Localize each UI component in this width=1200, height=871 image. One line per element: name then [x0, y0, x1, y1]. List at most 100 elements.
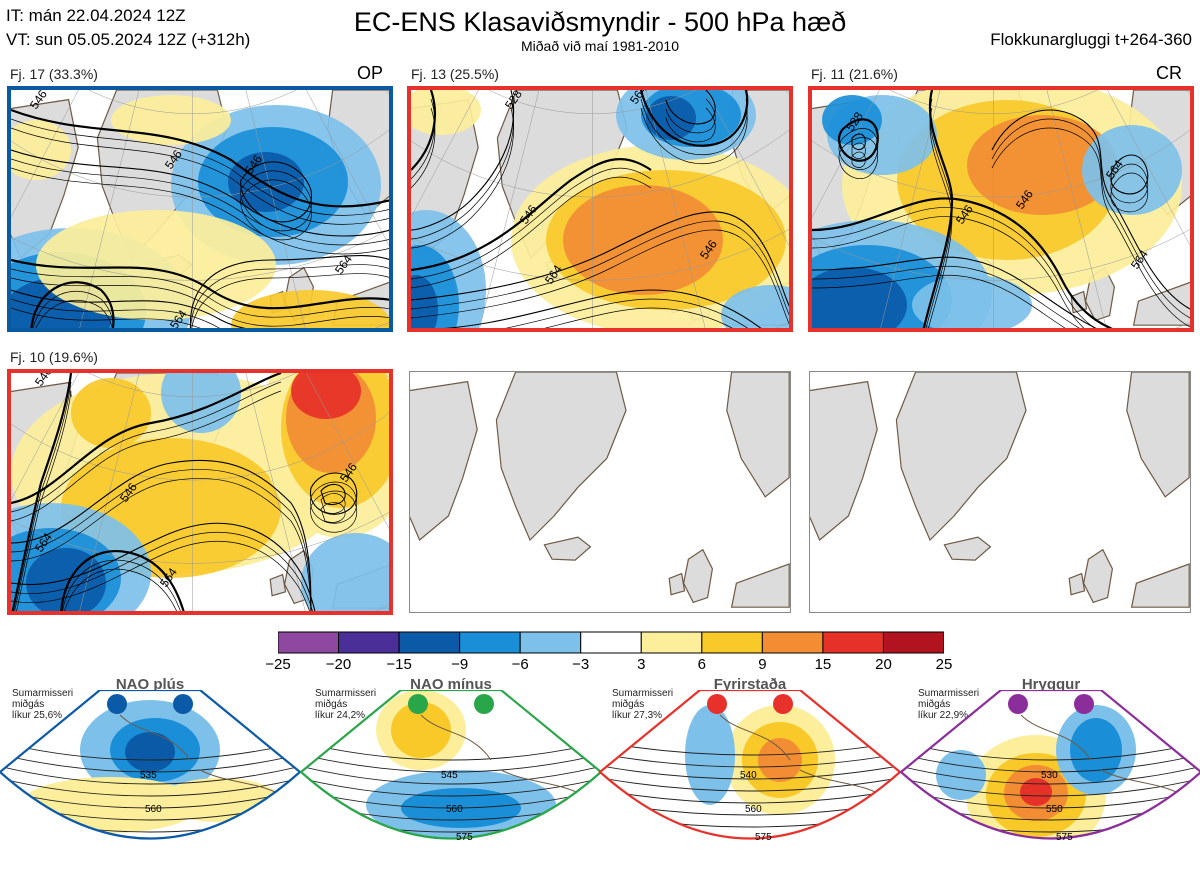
contour-line-thin: [11, 381, 282, 513]
contour-line-thin: [11, 307, 201, 328]
contour-line-thin: [838, 128, 879, 170]
regime-marker-dot: [474, 694, 494, 714]
contour-line-thin: [505, 298, 749, 328]
cluster-tag-cr: CR: [1156, 63, 1182, 83]
landmass-europe: [730, 563, 790, 608]
contour-line: [240, 161, 312, 223]
regime-outline: [899, 690, 1200, 840]
contour-line-thin: [851, 142, 866, 159]
contour-line-thin: [812, 274, 1066, 328]
regime-map: 530 550 575: [899, 690, 1200, 865]
regime-season: Sumarmisseri: [12, 688, 74, 699]
regime-info-1: Sumarmisseri miðgás líkur 25,6%: [12, 688, 73, 721]
regime-contour: [301, 751, 601, 773]
anomaly-blob: [11, 120, 71, 180]
contour-line: [1110, 154, 1149, 195]
colorbar-tick-label: 9: [758, 656, 767, 673]
landmass-europe: [1132, 281, 1190, 326]
regime-stat: miðgás: [315, 699, 348, 710]
longitude-line: [11, 373, 79, 501]
regime-name-ridge: Hryggur: [1021, 676, 1081, 693]
colorbar-tick-label: −9: [451, 656, 469, 673]
regime-contour: [0, 848, 310, 868]
anomaly-blob: [646, 96, 696, 140]
colorbar-tick-label: 6: [697, 656, 706, 673]
empty-map-panel-1: [409, 371, 791, 613]
contour-line: [851, 133, 866, 151]
longitude-line: [411, 90, 479, 218]
regime-contour: [600, 775, 900, 792]
contour-line: [11, 289, 247, 328]
contour-line-thin: [411, 229, 789, 325]
contour-line-thin: [411, 220, 789, 316]
contour-line: [411, 158, 652, 272]
contour-line-thin: [11, 390, 282, 522]
regime-name-blocking: Fyrirstaða: [713, 676, 787, 693]
regime-contour-label: 540: [740, 770, 757, 781]
land-layer: [410, 372, 790, 608]
anomaly-blob: [301, 533, 389, 611]
contour-line-thin: [411, 176, 652, 289]
cluster-label-3: Fj. 11 (21.6%): [811, 66, 898, 82]
regime-anomaly: [391, 702, 451, 758]
contour-line-thin: [35, 299, 113, 328]
colorbar-tick-label: −3: [572, 656, 590, 673]
contour-line-thin: [544, 307, 733, 328]
regime-season: Sumarmisseri: [315, 688, 377, 699]
contour-line-thin: [991, 127, 1190, 328]
regime-map: 540 560 575: [590, 690, 910, 871]
colorbar: [278, 631, 944, 654]
contour-line: [11, 373, 73, 611]
regime-anomaly: [1033, 851, 1069, 865]
contour-line: [812, 256, 1097, 328]
contour-line: [189, 255, 389, 328]
anomaly-blob: [161, 373, 241, 433]
regime-map: 545 560 575: [299, 690, 603, 843]
longitude-line: [245, 373, 306, 611]
anomaly-blob: [822, 95, 882, 145]
regime-anomaly: [125, 732, 175, 772]
anomaly-blob: [228, 152, 304, 212]
colorbar-bin: [519, 631, 582, 654]
contour-line-thin: [310, 490, 358, 533]
longitude-line: [11, 90, 79, 218]
cluster-map-1: 546 546 546 564 564: [7, 86, 393, 332]
header-times: IT: mán 22.04.2024 12Z VT: sun 05.05.202…: [6, 4, 250, 52]
contour-line: [11, 373, 282, 505]
anomaly-blob: [411, 90, 481, 135]
regime-name-nao-minus: NAO mínus: [410, 676, 492, 693]
contour-line-thin: [640, 98, 748, 156]
regime-outline: [598, 690, 902, 840]
regime-name-nao-plus: NAO plús: [115, 676, 185, 693]
landmass-great-britain: [1082, 548, 1114, 604]
contour-line-thin: [191, 273, 389, 328]
regime-marker-dot: [707, 694, 727, 714]
longitude-line: [79, 373, 140, 611]
anomaly-blob: [812, 267, 907, 328]
regime-contour: [901, 763, 1200, 785]
regime-contour: [301, 739, 601, 761]
regime-prob: líkur 22,9%: [918, 710, 969, 721]
longitude-line: [306, 90, 389, 247]
contour-line: [320, 483, 346, 506]
longitude-line: [812, 90, 880, 218]
regime-contour-label: 545: [441, 770, 458, 781]
longitude-line: [880, 90, 941, 328]
contour-line-thin: [11, 158, 389, 246]
regime-contour: [590, 860, 910, 871]
contour-line-thin: [411, 167, 652, 280]
contour-line: [11, 258, 389, 310]
contour-line-thin: [11, 167, 389, 255]
longitude-line: [306, 373, 389, 530]
anomaly-blob: [563, 185, 723, 295]
regime-contour-label: 535: [140, 770, 157, 781]
contour-line-thin: [11, 478, 312, 611]
contour-line-thin: [991, 118, 1190, 319]
contour-line-thin: [851, 151, 866, 168]
regime-marker-dot: [1074, 694, 1094, 714]
regime-prob: líkur 24,2%: [315, 710, 366, 721]
cluster-window: Flokkunargluggi t+264-360: [990, 30, 1192, 49]
contour-line-thin: [11, 469, 312, 611]
